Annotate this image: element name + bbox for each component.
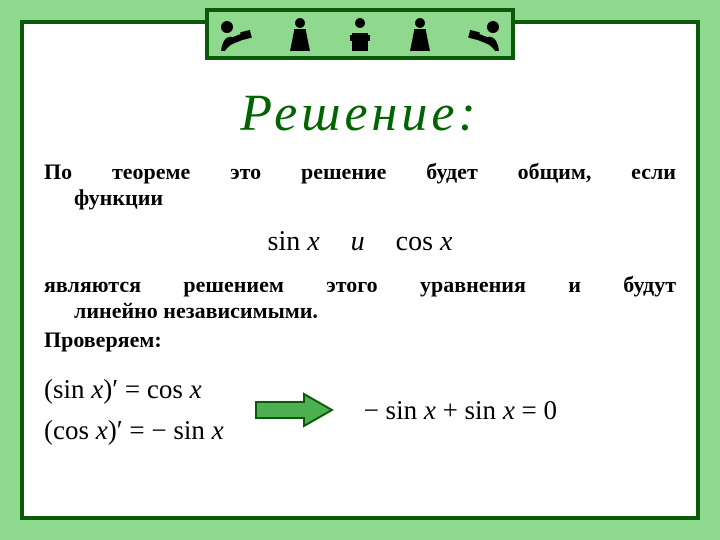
d2-var2: x [212, 415, 224, 445]
derivative-line-2: (cos x)′ = − sin x [44, 410, 224, 452]
derivatives-block: (sin x)′ = cos x (cos x)′ = − sin x [44, 369, 224, 453]
res-v1: x [424, 395, 436, 425]
conjunction: и [351, 226, 365, 257]
paragraph-1-line-2: функции [44, 185, 676, 211]
reader-silhouette-1 [215, 15, 263, 53]
content-frame: Решение: По теореме это решение будет об… [20, 20, 700, 520]
paragraph-2-line-1: являются решением этого уравнения и буду… [44, 272, 676, 298]
d1-var2: x [190, 374, 202, 404]
res-t3: = 0 [515, 395, 557, 425]
reader-silhouette-4 [396, 15, 444, 53]
d2-var: x [96, 415, 108, 445]
bottom-row: (sin x)′ = cos x (cos x)′ = − sin x − si… [44, 369, 676, 453]
slide-heading: Решение: [24, 84, 696, 143]
reader-silhouette-5 [457, 15, 505, 53]
result-equation: − sin x + sin x = 0 [364, 395, 557, 426]
d1-var: x [91, 374, 103, 404]
d1-open: (sin [44, 374, 91, 404]
d1-close: )′ = cos [103, 374, 189, 404]
d2-close: )′ = − sin [108, 415, 212, 445]
res-t1: − sin [364, 395, 424, 425]
decorative-banner [205, 8, 515, 60]
paragraph-2-line-2: линейно независимыми. [44, 298, 676, 324]
reader-silhouette-2 [276, 15, 324, 53]
res-v2: x [503, 395, 515, 425]
paragraph-1-line-1: По теореме это решение будет общим, если [44, 159, 676, 185]
res-t2: + sin [436, 395, 503, 425]
arrow-icon [254, 392, 334, 428]
fn-cos: cos [396, 226, 433, 257]
check-label: Проверяем: [44, 327, 676, 353]
reader-silhouette-3 [336, 15, 384, 53]
derivative-line-1: (sin x)′ = cos x [44, 369, 224, 411]
var-x-1: x [307, 226, 319, 257]
slide-content: По теореме это решение будет общим, если… [44, 159, 676, 506]
var-x-2: x [440, 226, 452, 257]
fn-sin: sin [268, 226, 301, 257]
center-formula: sin x и cos x [44, 226, 676, 258]
d2-open: (cos [44, 415, 96, 445]
